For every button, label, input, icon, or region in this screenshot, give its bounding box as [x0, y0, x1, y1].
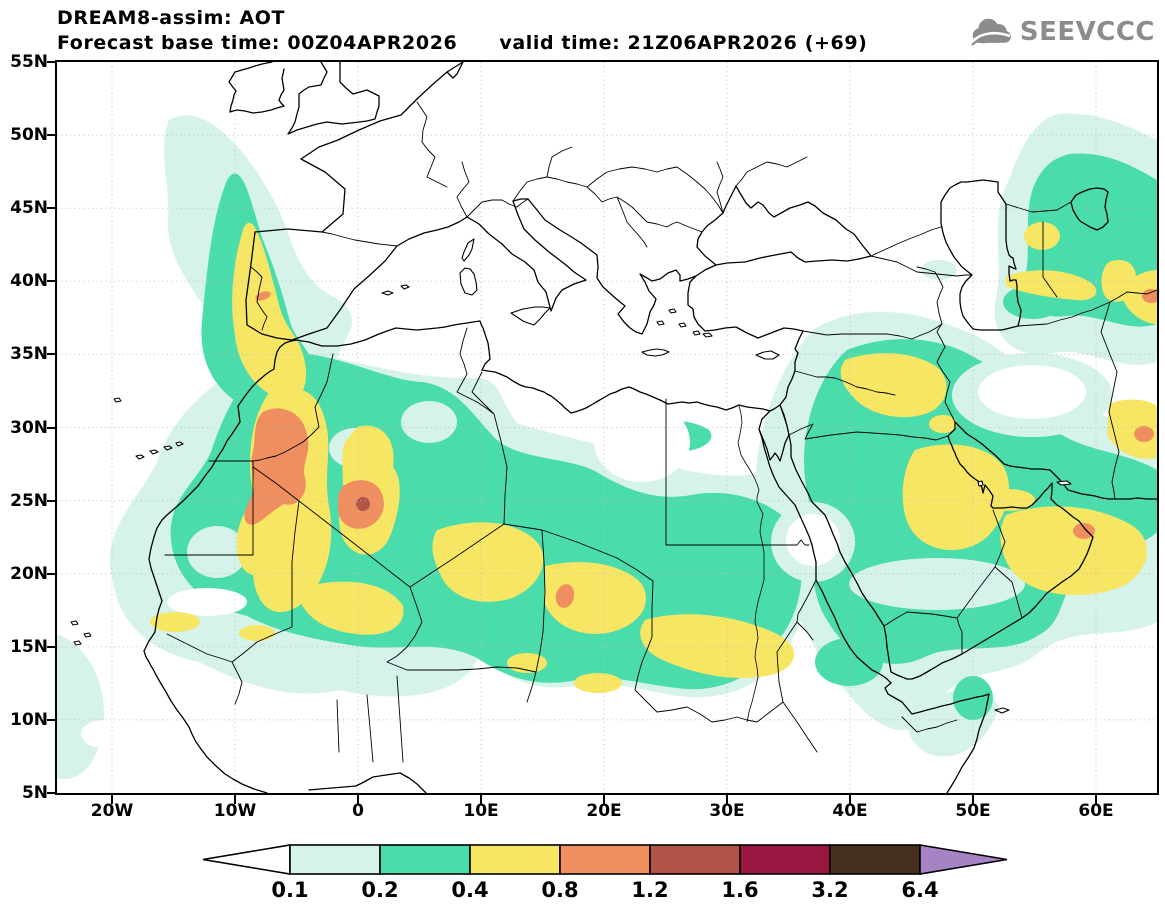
lon-tick-label: 10W	[213, 801, 257, 821]
lat-tick-label: 15N	[10, 636, 48, 657]
lon-tick-label: 0	[352, 801, 364, 821]
lat-tick-label: 40N	[10, 271, 48, 292]
lon-tick-label: 30E	[709, 801, 745, 821]
colorbar-over-arrow	[919, 844, 1008, 875]
lon-tick-label: 40E	[832, 801, 868, 821]
cloud-icon	[971, 18, 1011, 46]
lon-tick-label: 60E	[1078, 801, 1114, 821]
seevccc-logo: SEEVCCC	[968, 16, 1155, 48]
lat-tick-label: 25N	[10, 490, 48, 511]
lat-tick-label: 50N	[10, 125, 48, 146]
lon-tick-label: 20W	[90, 801, 134, 821]
valid-time-label: valid time:	[499, 32, 621, 54]
colorbar-level-label: 1.2	[631, 878, 668, 902]
colorbar-level-label: 0.4	[451, 878, 488, 902]
aot-shading-level-1.2	[356, 497, 370, 511]
lat-tick-label: 45N	[10, 198, 48, 219]
lat-tick-label: 55N	[10, 52, 48, 72]
map-canvas	[57, 62, 1157, 793]
lat-tick-label: 10N	[10, 709, 48, 730]
colorbar-level-label: 0.2	[361, 878, 398, 902]
colorbar-level-label: 3.2	[811, 878, 848, 902]
lon-tick-mark	[357, 795, 359, 804]
time-line: Forecast base time: 00Z04APR2026 valid ti…	[57, 31, 867, 56]
lon-tick-label: 10E	[463, 801, 499, 821]
colorbar-segment	[289, 844, 381, 875]
lat-tick-mark	[47, 645, 57, 648]
lon-tick-label: 20E	[586, 801, 622, 821]
lon-tick-mark	[726, 795, 728, 804]
lat-tick-label: 35N	[10, 344, 48, 365]
lat-tick-mark	[47, 280, 57, 283]
lon-tick-mark	[972, 795, 974, 804]
colorbar-level-label: 6.4	[901, 878, 938, 902]
lat-tick-label: 20N	[10, 563, 48, 584]
colorbar-level-label: 0.1	[271, 878, 308, 902]
colorbar-segment	[469, 844, 561, 875]
lat-tick-label: 5N	[21, 783, 48, 803]
lon-tick-mark	[480, 795, 482, 804]
colorbar-segment	[739, 844, 831, 875]
forecast-base-label: Forecast base time:	[57, 32, 281, 54]
forecast-base-time: 00Z04APR2026	[287, 32, 458, 54]
aot-colorbar: 0.1 0.2 0.4 0.8 1.2 1.6 3.2 6.4	[202, 844, 1008, 902]
lon-tick-mark	[849, 795, 851, 804]
colorbar-under-arrow	[202, 844, 291, 875]
lon-tick-mark	[234, 795, 236, 804]
title-block: DREAM8-assim: AOT Forecast base time: 00…	[57, 6, 867, 56]
lat-tick-label: 30N	[10, 417, 48, 438]
lon-tick-label: 50E	[955, 801, 991, 821]
colorbar-level-label: 1.6	[721, 878, 758, 902]
lat-tick-mark	[47, 499, 57, 502]
coastlines	[70, 62, 1157, 793]
valid-time: 21Z06APR2026	[627, 32, 798, 54]
forecast-map	[55, 60, 1159, 795]
lat-tick-mark	[47, 353, 57, 356]
colorbar-segment	[559, 844, 651, 875]
nile-river	[737, 404, 765, 723]
lon-tick-mark	[111, 795, 113, 804]
colorbar-segment	[649, 844, 741, 875]
lat-tick-mark	[47, 792, 57, 794]
lat-tick-mark	[47, 572, 57, 575]
colorbar-level-label: 0.8	[541, 878, 578, 902]
country-borders	[164, 101, 1157, 763]
lat-tick-mark	[47, 426, 57, 429]
lat-tick-mark	[47, 61, 57, 63]
page-title: DREAM8-assim: AOT	[57, 7, 286, 29]
lat-tick-mark	[47, 207, 57, 210]
colorbar-segment	[379, 844, 471, 875]
logo-text: SEEVCCC	[1019, 17, 1155, 47]
lead-hours: (+69)	[804, 32, 868, 54]
lon-tick-mark	[603, 795, 605, 804]
lat-tick-mark	[47, 134, 57, 137]
lat-tick-mark	[47, 718, 57, 721]
graticule	[57, 62, 1157, 793]
colorbar-segment	[829, 844, 921, 875]
lon-tick-mark	[1095, 795, 1097, 804]
